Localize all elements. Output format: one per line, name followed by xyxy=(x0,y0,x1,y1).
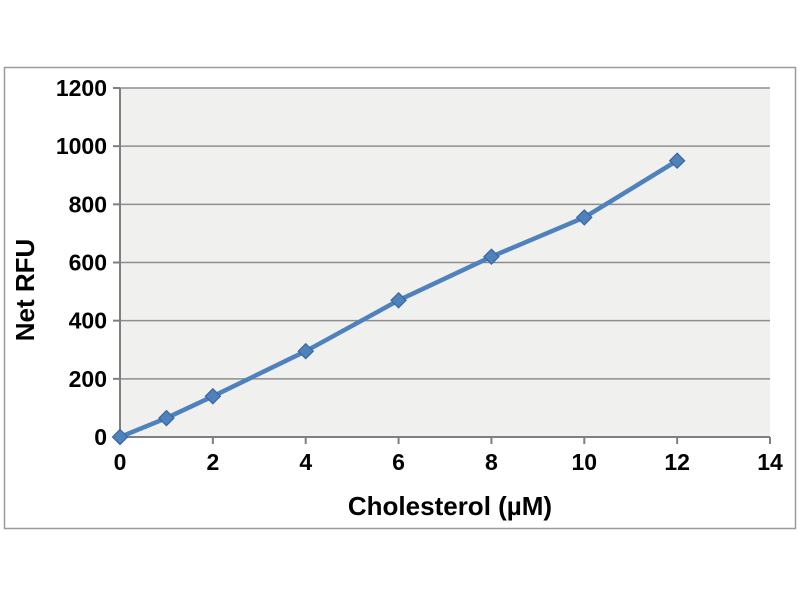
x-tick-label: 10 xyxy=(571,449,597,475)
y-tick-label: 200 xyxy=(69,366,107,392)
y-tick-label: 600 xyxy=(69,250,107,276)
y-tick-label: 1000 xyxy=(56,133,107,159)
data-point-marker xyxy=(297,342,315,360)
x-tick-label: 4 xyxy=(299,449,312,475)
series-line xyxy=(117,158,680,440)
x-tick-label: 0 xyxy=(114,449,127,475)
data-series xyxy=(111,152,686,446)
y-tick-label: 800 xyxy=(69,191,107,217)
y-axis-title: Net RFU xyxy=(10,239,40,342)
y-tick-label: 1200 xyxy=(56,75,107,101)
y-tick-label: 400 xyxy=(69,308,107,334)
x-tick-label: 12 xyxy=(664,449,690,475)
data-point-marker xyxy=(390,291,407,309)
y-tick-label: 0 xyxy=(94,424,107,450)
x-tick-label: 2 xyxy=(206,449,219,475)
data-point-marker xyxy=(158,409,175,427)
x-tick-label: 6 xyxy=(392,449,405,475)
gridlines xyxy=(120,87,770,380)
x-tick-label: 8 xyxy=(485,449,498,475)
data-point-marker xyxy=(204,387,222,405)
axis-tick-labels: 0 200 400 600 800 1000 1200 0 2 4 6 8 10 12 14 xyxy=(56,75,783,475)
x-axis-title: Cholesterol (µM) xyxy=(348,491,552,521)
data-point-marker xyxy=(575,209,593,226)
data-point-marker xyxy=(111,428,129,446)
data-point-marker xyxy=(483,248,500,266)
data-point-marker xyxy=(668,152,686,170)
x-tick-label: 14 xyxy=(757,449,783,475)
